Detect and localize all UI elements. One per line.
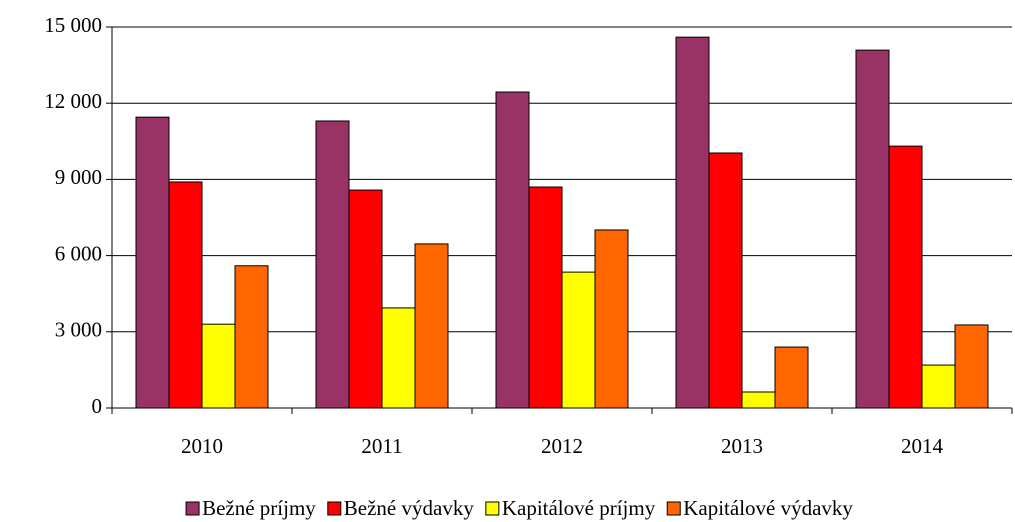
bar: [561, 271, 596, 409]
y-tick-label: 6 000: [55, 241, 102, 265]
bar: [348, 189, 383, 409]
bar: [921, 364, 956, 409]
y-tick-label: 9 000: [55, 165, 102, 189]
legend-label: Bežné príjmy: [202, 496, 316, 520]
legend-label: Kapitálové príjmy: [502, 496, 656, 520]
y-tick-label: 12 000: [44, 89, 102, 113]
bar: [675, 36, 710, 409]
bar: [201, 323, 236, 409]
bar: [495, 91, 530, 409]
x-tick-label: 2010: [181, 434, 223, 458]
legend-swatch: [485, 501, 500, 516]
x-tick-label: 2014: [901, 434, 944, 458]
bar: [888, 145, 923, 409]
legend-label: Kapitálové výdavky: [683, 496, 853, 520]
legend-label: Bežné výdavky: [344, 496, 475, 520]
bar: [414, 243, 449, 409]
bar: [708, 152, 743, 409]
bar: [234, 265, 269, 409]
y-tick-label: 15 000: [44, 13, 102, 37]
bar: [594, 229, 629, 409]
bar: [954, 324, 989, 409]
bar: [381, 307, 416, 409]
x-tick-label: 2011: [361, 434, 402, 458]
x-tick-label: 2012: [541, 434, 583, 458]
bar: [741, 391, 776, 409]
x-tick-label: 2013: [721, 434, 763, 458]
bar: [315, 120, 350, 409]
legend-swatch: [185, 501, 200, 516]
y-tick-label: 3 000: [55, 318, 102, 342]
y-tick-label: 0: [92, 394, 103, 418]
bar: [528, 186, 563, 409]
legend-swatch: [327, 501, 342, 516]
legend-swatch: [666, 501, 681, 516]
bar: [168, 181, 203, 409]
bar: [774, 346, 809, 409]
bar: [855, 49, 890, 409]
bar: [135, 116, 170, 409]
